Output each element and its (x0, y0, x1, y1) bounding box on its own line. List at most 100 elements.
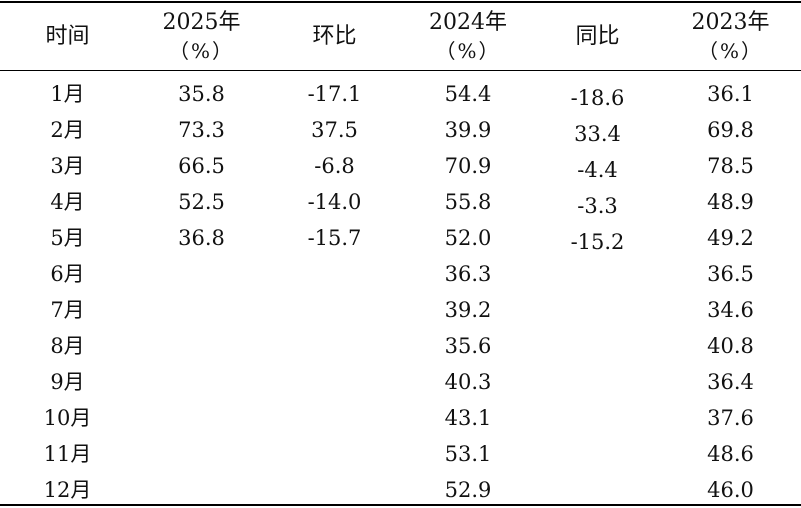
header-2025: 2025年 （%） (135, 3, 268, 70)
cell-2024-value: 53.1 (444, 442, 492, 466)
header-month-label: 时间 (45, 24, 90, 49)
table-row: 9月 40.3 36.4 (0, 364, 801, 400)
cell-2024: 36.3 (401, 256, 535, 292)
cell-month-value: 9月 (50, 370, 85, 394)
cell-2024: 53.1 (401, 436, 535, 472)
cell-yoy (535, 328, 660, 364)
cell-2024-value: 40.3 (444, 370, 492, 394)
header-mom-label: 环比 (312, 24, 357, 49)
table-row: 4月 52.5 -14.0 55.8 -3.3 48.9 (0, 184, 801, 220)
cell-2023: 49.2 (660, 220, 801, 256)
cell-month-value: 12月 (43, 478, 92, 502)
cell-2025 (135, 328, 268, 364)
table-bottom-rule (0, 504, 801, 506)
cell-2025-value: 52.5 (178, 190, 225, 214)
cell-month: 1月 (0, 76, 135, 112)
cell-month: 6月 (0, 256, 135, 292)
cell-2025-value: 35.8 (178, 82, 225, 106)
cell-2024-value: 39.2 (444, 298, 492, 322)
cell-yoy-value: -3.3 (577, 194, 618, 218)
header-2024-label: 2024年 (429, 9, 507, 35)
cell-2025: 73.3 (135, 112, 268, 148)
cell-2023: 69.8 (660, 112, 801, 148)
header-2023-unit: （%） (697, 38, 763, 63)
header-mom: 环比 (268, 3, 401, 70)
header-2025-unit: （%） (168, 38, 234, 63)
table-row: 1月 35.8 -17.1 54.4 -18.6 36.1 (0, 76, 801, 112)
cell-yoy (535, 436, 660, 472)
cell-2025 (135, 472, 268, 508)
table-row: 7月 39.2 34.6 (0, 292, 801, 328)
cell-2023-value: 69.8 (707, 118, 754, 142)
cell-mom-value: -15.7 (307, 226, 362, 250)
cell-2024-value: 35.6 (444, 334, 492, 358)
cell-2023-value: 49.2 (707, 226, 754, 250)
cell-2023: 36.1 (660, 76, 801, 112)
cell-2023: 36.4 (660, 364, 801, 400)
cell-2023: 48.6 (660, 436, 801, 472)
table-top-rule (0, 1, 801, 3)
cell-yoy (535, 292, 660, 328)
cell-2024: 52.0 (401, 220, 535, 256)
cell-2025 (135, 364, 268, 400)
cell-mom-value: -17.1 (307, 82, 362, 106)
cell-mom (268, 472, 401, 508)
cell-2023-value: 36.4 (707, 370, 754, 394)
header-2025-label: 2025年 (162, 9, 241, 35)
cell-mom (268, 364, 401, 400)
cell-2025-value: 73.3 (178, 118, 225, 142)
cell-yoy (535, 472, 660, 508)
cell-2023-value: 48.6 (707, 442, 754, 466)
cell-yoy-value: 33.4 (574, 122, 621, 146)
cell-yoy: -15.2 (535, 220, 660, 256)
table-body: 1月 35.8 -17.1 54.4 -18.6 36.1 2月 73.3 37.5 39.9 33… (0, 76, 801, 508)
cell-month-value: 2月 (50, 118, 85, 142)
cell-2025 (135, 436, 268, 472)
cell-2023: 36.5 (660, 256, 801, 292)
table-header: 时间 2025年 （%） 环比 2024年 （%） 同比 2023年 （%） (0, 3, 801, 70)
cell-month-value: 6月 (50, 262, 85, 286)
cell-month: 9月 (0, 364, 135, 400)
cell-2024-value: 55.8 (444, 190, 492, 214)
cell-2024-value: 52.9 (444, 478, 492, 502)
cell-month-value: 10月 (43, 406, 92, 430)
cell-month: 11月 (0, 436, 135, 472)
cell-mom (268, 328, 401, 364)
cell-month: 10月 (0, 400, 135, 436)
cell-2024-value: 70.9 (444, 154, 492, 178)
cell-mom (268, 292, 401, 328)
cell-mom (268, 436, 401, 472)
cell-2025 (135, 256, 268, 292)
cell-month-value: 5月 (50, 226, 85, 250)
cell-2025: 35.8 (135, 76, 268, 112)
cell-2025: 66.5 (135, 148, 268, 184)
cell-2024: 43.1 (401, 400, 535, 436)
cell-2023-value: 36.5 (707, 262, 754, 286)
cell-month-value: 1月 (50, 82, 85, 106)
cell-2024-value: 36.3 (444, 262, 492, 286)
cell-yoy-value: -18.6 (570, 86, 625, 110)
cell-yoy-value: -4.4 (577, 158, 618, 182)
cell-yoy (535, 256, 660, 292)
cell-month: 4月 (0, 184, 135, 220)
cell-month-value: 4月 (50, 190, 85, 214)
cell-2025: 52.5 (135, 184, 268, 220)
cell-yoy: -18.6 (535, 76, 660, 112)
cell-yoy (535, 400, 660, 436)
cell-mom: -14.0 (268, 184, 401, 220)
cell-2025 (135, 400, 268, 436)
cell-2024-value: 43.1 (444, 406, 492, 430)
cell-month: 5月 (0, 220, 135, 256)
cell-month-value: 11月 (43, 442, 92, 466)
cell-month: 7月 (0, 292, 135, 328)
cell-mom: -6.8 (268, 148, 401, 184)
cell-mom-value: -6.8 (314, 154, 355, 178)
header-yoy: 同比 (535, 3, 660, 70)
header-2023-label: 2023年 (691, 9, 770, 35)
cell-2023-value: 40.8 (707, 334, 754, 358)
cell-month: 3月 (0, 148, 135, 184)
table-header-rule (0, 70, 801, 71)
cell-month: 12月 (0, 472, 135, 508)
cell-month-value: 8月 (50, 334, 85, 358)
